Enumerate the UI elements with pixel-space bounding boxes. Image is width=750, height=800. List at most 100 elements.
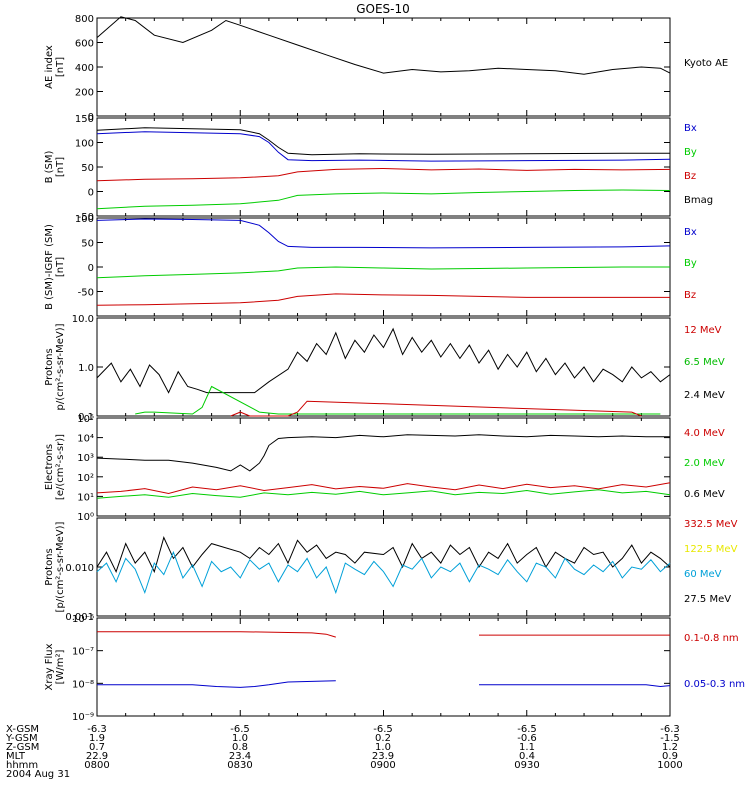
series-line-bz bbox=[96, 293, 670, 306]
y-tick-label: 10¹ bbox=[77, 492, 94, 503]
y-tick-label: 10⁻⁶ bbox=[72, 614, 94, 625]
series-line-bx bbox=[96, 131, 671, 162]
panel-electrons: 10⁰ 10¹ 10² 10³ 10⁴ 10⁵ Electrons [e/(cm²-s-sr)… bbox=[44, 414, 725, 523]
footer-value: 0.9 bbox=[662, 751, 678, 762]
footer-value: 1.0 bbox=[375, 742, 391, 753]
series-line-by bbox=[96, 266, 670, 279]
series-line-0-1-0-8-nm bbox=[97, 631, 336, 638]
legend-entry: 332.5 MeV bbox=[684, 519, 738, 530]
footer-row-label: Y-GSM bbox=[5, 733, 38, 744]
series-line-6-5-mev bbox=[135, 385, 661, 415]
legend-entry: Kyoto AE bbox=[684, 58, 728, 69]
y-tick-label: 10⁻⁷ bbox=[72, 647, 94, 658]
y-tick-label: -50 bbox=[78, 212, 94, 223]
y-tick-label: 50 bbox=[81, 163, 94, 174]
y-tick-label: 400 bbox=[75, 63, 94, 74]
footer-value: 23.4 bbox=[229, 751, 251, 762]
footer-value: -6.5 bbox=[230, 724, 250, 735]
footer-value: 22.9 bbox=[86, 751, 108, 762]
y-axis-label: [nT] bbox=[55, 157, 66, 177]
legend-entry: 0.6 MeV bbox=[684, 489, 725, 500]
series-line-12-mev bbox=[230, 400, 642, 417]
footer-value: 0830 bbox=[227, 760, 252, 771]
footer-value: -6.3 bbox=[660, 724, 680, 735]
footer-value: 1.2 bbox=[662, 742, 678, 753]
legend-entry: By bbox=[684, 147, 697, 158]
panel-protons_lo: 0.001 0.010 Protons [p/(cm²-s-sr-MeV)] 332.5… bbox=[44, 517, 738, 623]
y-tick-label: 10⁰ bbox=[77, 512, 94, 523]
panel-xray: 10⁻⁹ 10⁻⁸ 10⁻⁷ 10⁻⁶ Xray Flux [W/m²] 0.1-0.8 n… bbox=[44, 614, 745, 723]
y-axis-label: [p/(cm²-s-sr-MeV)] bbox=[55, 521, 66, 612]
series-line-27-5-mev bbox=[96, 536, 671, 574]
y-tick-label: 100 bbox=[75, 214, 94, 225]
footer-value: 0930 bbox=[514, 760, 539, 771]
footer-value: 23.9 bbox=[372, 751, 394, 762]
legend-entry: Bz bbox=[684, 171, 696, 182]
series-line-0-6-mev bbox=[96, 434, 670, 472]
y-tick-label: 50 bbox=[81, 239, 94, 250]
footer-value: 0900 bbox=[370, 760, 395, 771]
footer-value: 0800 bbox=[84, 760, 109, 771]
y-tick-label: 100 bbox=[75, 139, 94, 150]
legend-entry: 2.0 MeV bbox=[684, 458, 725, 469]
y-axis-label: Protons bbox=[44, 348, 55, 385]
y-tick-label: 10⁻⁹ bbox=[72, 712, 94, 723]
footer-value: -1.5 bbox=[660, 733, 680, 744]
series-line-0-05-0-3-nm bbox=[479, 684, 671, 688]
panel-ae: 0 200 400 600 800 AE index [nT] Kyoto AE bbox=[44, 14, 728, 123]
footer-value: 1.0 bbox=[232, 733, 248, 744]
footer-value: -6.5 bbox=[517, 724, 537, 735]
legend-entry: 60 MeV bbox=[684, 569, 722, 580]
footer-row-label: X-GSM bbox=[6, 724, 39, 735]
series-line-kyoto-ae bbox=[96, 16, 671, 75]
y-tick-label: 600 bbox=[75, 39, 94, 50]
legend-entry: 4.0 MeV bbox=[684, 428, 725, 439]
y-tick-label: 150 bbox=[75, 114, 94, 125]
y-axis-label: [nT] bbox=[55, 257, 66, 277]
panel-frame bbox=[96, 17, 671, 117]
footer-value: 1.1 bbox=[519, 742, 535, 753]
series-line-0-05-0-3-nm bbox=[97, 680, 336, 688]
y-tick-label: 10.0 bbox=[72, 314, 94, 325]
panel-frame bbox=[96, 617, 671, 717]
panel-bigrf: -50 0 50 100 B (SM)-IGRF (SM) [nT] Bx By Bz bbox=[44, 214, 697, 317]
y-tick-label: 0.001 bbox=[65, 612, 94, 623]
footer-row-label: MLT bbox=[6, 751, 26, 762]
panel-frame bbox=[96, 517, 671, 617]
footer-value: -6.5 bbox=[373, 724, 393, 735]
footer-value: 1000 bbox=[657, 760, 682, 771]
panel-bsm: -50 0 50 100 150 B (SM) [nT] Bx By Bz Bmag bbox=[44, 114, 713, 223]
legend-entry: 122.5 MeV bbox=[684, 544, 738, 555]
y-tick-label: 1.0 bbox=[78, 363, 94, 374]
y-tick-label: -50 bbox=[78, 288, 94, 299]
legend-entry: Bx bbox=[684, 227, 697, 238]
y-tick-label: 10⁴ bbox=[77, 434, 94, 445]
y-tick-label: 800 bbox=[75, 14, 94, 25]
legend-entry: By bbox=[684, 258, 697, 269]
footer-value: 1.9 bbox=[89, 733, 105, 744]
footer-value: -6.3 bbox=[87, 724, 107, 735]
y-axis-label: Xray Flux bbox=[44, 643, 55, 690]
panel-frame bbox=[96, 417, 671, 517]
y-tick-label: 0 bbox=[88, 263, 94, 274]
y-tick-label: 200 bbox=[75, 88, 94, 99]
y-tick-label: 0.010 bbox=[65, 563, 94, 574]
series-line-bmag bbox=[96, 127, 670, 156]
chart-title: GOES-10 bbox=[356, 2, 410, 16]
legend-entry: 27.5 MeV bbox=[684, 594, 731, 605]
legend-entry: Bz bbox=[684, 290, 696, 301]
footer-value: -0.6 bbox=[517, 733, 537, 744]
footer-date: 2004 Aug 31 bbox=[6, 769, 70, 780]
y-axis-label: B (SM)-IGRF (SM) bbox=[44, 224, 55, 310]
y-axis-label: p/(cm²-s-sr-MeV)] bbox=[55, 323, 66, 410]
y-tick-label: 10⁵ bbox=[77, 414, 94, 425]
series-line-bx bbox=[96, 218, 671, 249]
legend-entry: 0.1-0.8 nm bbox=[684, 633, 739, 644]
series-line-4-0-mev bbox=[96, 482, 671, 495]
series-line-bz bbox=[96, 167, 671, 182]
y-tick-label: 0.1 bbox=[78, 412, 94, 423]
series-line-2-0-mev bbox=[96, 489, 671, 499]
legend-entry: 0.05-0.3 nm bbox=[684, 679, 745, 690]
orbit-footer: X-GSM -6.3 -6.5 -6.5 -6.5 -6.3Y-GSM 1.9 1.0 0.2-… bbox=[5, 724, 683, 780]
y-tick-label: 0 bbox=[88, 188, 94, 199]
